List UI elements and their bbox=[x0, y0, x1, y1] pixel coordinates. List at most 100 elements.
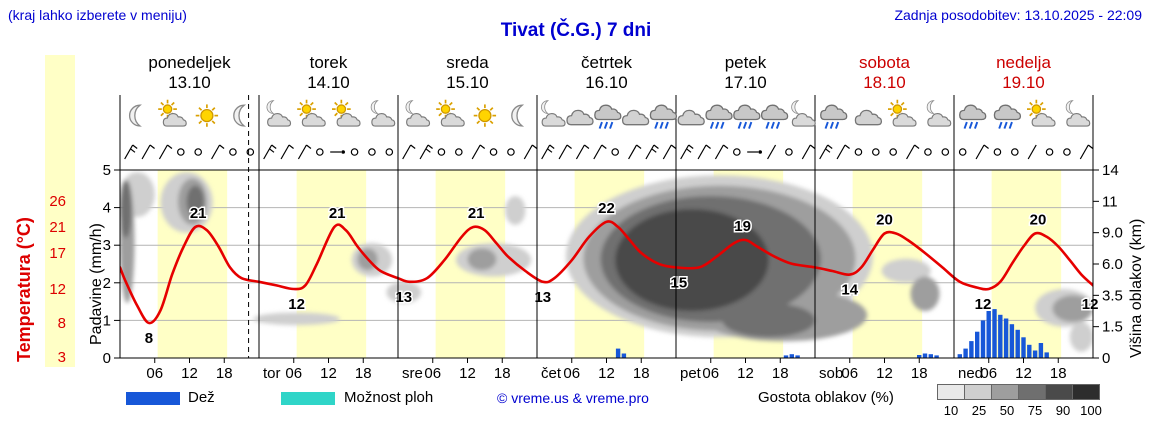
temperature-labels: 8 21 12 21 13 21 13 22 15 19 14 20 12 20 12 bbox=[143, 198, 1100, 348]
wind-symbol-o bbox=[611, 148, 619, 156]
wind-symbol-o bbox=[733, 148, 741, 156]
weather-icons-row bbox=[129, 99, 1091, 129]
day-date: 19.10 bbox=[1002, 73, 1045, 92]
x-axis-day-abbr: sob bbox=[819, 365, 843, 382]
day-date: 17.10 bbox=[724, 73, 767, 92]
wind-symbol-b1 bbox=[211, 144, 225, 160]
wind-symbol-o bbox=[889, 148, 897, 156]
x-axis-day-abbr: čet bbox=[541, 365, 562, 382]
x-axis-day-abbr: sre bbox=[402, 365, 423, 382]
cloud-scale-box bbox=[1072, 384, 1100, 400]
wind-symbol-b1 bbox=[558, 144, 572, 160]
weather-icon-cloud-rain bbox=[594, 104, 622, 129]
wind-symbol-b1 bbox=[1079, 144, 1094, 160]
gridlines bbox=[120, 207, 1093, 321]
wind-symbol-b1 bbox=[662, 144, 677, 160]
wind-symbol-b1 bbox=[471, 144, 486, 160]
x-axis-hour-label: 18 bbox=[216, 365, 233, 382]
wind-symbol-b1 bbox=[801, 144, 816, 160]
curve-temp-label: 14 bbox=[841, 282, 858, 299]
wind-row bbox=[124, 144, 1094, 160]
weather-icon-cloud bbox=[854, 109, 883, 126]
wind-symbol-b1 bbox=[906, 144, 920, 160]
weather-icon-moon-cloud bbox=[791, 100, 816, 127]
curve-temp-label: 21 bbox=[190, 205, 207, 222]
wind-symbol-b1 bbox=[280, 144, 294, 160]
wind-symbol-o bbox=[958, 148, 967, 156]
weather-icon-cloud-rain bbox=[820, 104, 848, 129]
weather-icon-cloud-rain bbox=[993, 104, 1022, 129]
showers-label: Možnost ploh bbox=[344, 389, 434, 406]
copyright-link[interactable]: © vreme.us & vreme.pro bbox=[497, 390, 649, 406]
cloud-scale-value: 90 bbox=[1055, 403, 1071, 418]
wind-symbol-b2 bbox=[419, 144, 433, 160]
curve-temp-label: 20 bbox=[876, 212, 893, 229]
curve-temp-label: 15 bbox=[671, 274, 688, 291]
wind-symbol-o bbox=[455, 148, 463, 156]
x-axis-hour-label: 18 bbox=[494, 365, 511, 382]
page-title: Tivat (Č.G.) 7 dni bbox=[500, 20, 652, 41]
cloud-scale-box bbox=[1045, 384, 1073, 400]
day-name: sobota bbox=[859, 53, 911, 72]
x-axis-hour-label: 12 bbox=[1015, 365, 1032, 382]
weather-icon-moon-cloud bbox=[1065, 100, 1091, 127]
wind-symbol-o bbox=[507, 148, 515, 156]
precip-tick-label: 5 bbox=[103, 162, 111, 179]
weather-icon-moon-cloud bbox=[541, 100, 566, 127]
weather-icon-sun-cloud bbox=[297, 99, 326, 127]
plot-border bbox=[119, 169, 1094, 359]
cloud-density-label: Gostota oblakov (%) bbox=[758, 389, 894, 406]
curve-temp-label: 21 bbox=[468, 205, 485, 222]
wind-symbol-o bbox=[785, 148, 793, 156]
last-update: Zadnja posodobitev: 13.10.2025 - 22:09 bbox=[894, 7, 1142, 23]
cloud-scale-value: 10 bbox=[943, 403, 959, 418]
daylight-bands bbox=[157, 170, 1062, 358]
weather-icon-cloud-rain bbox=[705, 104, 733, 129]
weather-icon-cloud-rain bbox=[733, 104, 761, 129]
cloud-axis-label: Višina oblakov (km) bbox=[1128, 218, 1145, 358]
wind-symbol-b1 bbox=[297, 144, 312, 160]
left-yellow-strip bbox=[45, 55, 75, 367]
weather-icon-sun bbox=[195, 104, 219, 127]
wind-symbol-b2 bbox=[541, 144, 555, 160]
cloud-scale-box bbox=[937, 384, 965, 400]
wind-symbol-b1 bbox=[836, 144, 850, 160]
curve-temp-label: 8 bbox=[145, 330, 153, 347]
weather-icon-moon bbox=[511, 104, 525, 127]
precip-axis-label: Padavine (mm/h) bbox=[88, 223, 105, 345]
wind-symbol-o bbox=[924, 148, 932, 156]
wind-symbol-o bbox=[316, 148, 324, 156]
x-axis-hour-label: 06 bbox=[424, 365, 441, 382]
cloud-tick-label: 9.0 bbox=[1102, 225, 1123, 242]
wind-symbol-ln bbox=[767, 144, 777, 160]
wind-symbol-o bbox=[437, 148, 446, 156]
cloud-tick-label: 1.5 bbox=[1102, 319, 1123, 336]
x-axis-hour-label: 18 bbox=[1050, 365, 1067, 382]
wind-symbol-b2 bbox=[645, 144, 659, 160]
weather-icon-moon-cloud bbox=[370, 100, 396, 127]
menu-hint: (kraj lahko izberete v meniju) bbox=[8, 7, 187, 23]
x-axis-hour-label: 12 bbox=[459, 365, 476, 382]
weather-icon-cloud-rain bbox=[760, 104, 789, 129]
weather-icon-moon bbox=[233, 104, 247, 127]
wind-symbol-o bbox=[385, 148, 394, 156]
wind-symbol-o bbox=[872, 148, 880, 156]
x-axis-day-abbr: ned bbox=[958, 365, 983, 382]
weather-icon-moon-cloud bbox=[405, 100, 431, 127]
wind-symbol-b1 bbox=[141, 144, 155, 160]
rain-label: Dež bbox=[188, 389, 215, 406]
curve-temp-label: 12 bbox=[1082, 296, 1099, 313]
wind-symbol-o bbox=[993, 148, 1002, 156]
curve-temp-label: 12 bbox=[975, 296, 992, 313]
wind-symbol-o bbox=[1045, 148, 1054, 156]
showers-swatch bbox=[281, 392, 335, 405]
x-axis-hour-label: 18 bbox=[633, 365, 650, 382]
day-name: sreda bbox=[446, 53, 489, 72]
cloud-density-scale bbox=[937, 384, 1100, 400]
wind-symbol-o bbox=[229, 148, 237, 156]
curve-temp-label: 22 bbox=[598, 200, 615, 217]
curve-temp-label: 13 bbox=[534, 289, 551, 306]
